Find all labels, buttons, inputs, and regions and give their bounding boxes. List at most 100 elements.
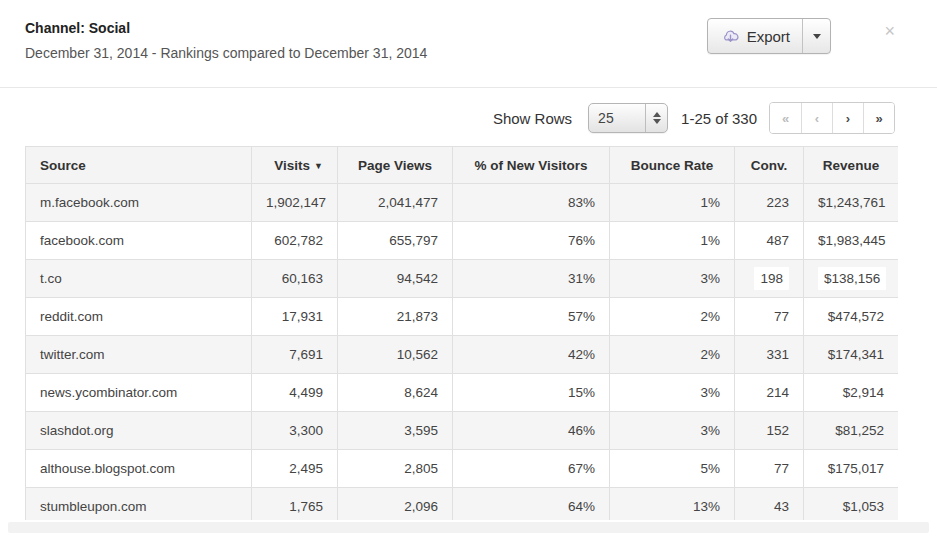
table-row: stumbleupon.com1,7652,09664%13%43$1,053	[26, 488, 899, 521]
value-cell: 1,765	[252, 488, 338, 521]
value-cell: 42%	[453, 336, 610, 374]
table-row: news.ycombinator.com4,4998,62415%3%214$2…	[26, 374, 899, 412]
show-rows-label: Show Rows	[493, 110, 572, 127]
value-cell: 3%	[610, 260, 735, 298]
rankings-table-container: SourceVisits▼Page Views% of New Visitors…	[25, 146, 898, 520]
source-cell: althouse.blogspot.com	[26, 450, 252, 488]
pagination-range-text: 1-25 of 330	[681, 110, 757, 127]
export-button-group: Export	[707, 18, 831, 54]
rankings-table: SourceVisits▼Page Views% of New Visitors…	[25, 146, 898, 520]
value-cell: 57%	[453, 298, 610, 336]
value-cell: 46%	[453, 412, 610, 450]
value-cell: 487	[735, 222, 804, 260]
table-row: twitter.com7,69110,56242%2%331$174,341	[26, 336, 899, 374]
value-cell: 15%	[453, 374, 610, 412]
value-cell: 2%	[610, 298, 735, 336]
cloud-download-icon	[720, 28, 741, 45]
table-row: althouse.blogspot.com2,4952,80567%5%77$1…	[26, 450, 899, 488]
value-cell: 83%	[453, 184, 610, 222]
value-cell: 3,595	[338, 412, 453, 450]
column-header-revenue[interactable]: Revenue	[804, 147, 899, 184]
column-header-visits[interactable]: Visits▼	[252, 147, 338, 184]
export-dropdown-button[interactable]	[802, 19, 830, 53]
value-cell: 43	[735, 488, 804, 521]
source-cell: m.facebook.com	[26, 184, 252, 222]
table-row: t.co60,16394,54231%3%198$138,156	[26, 260, 899, 298]
source-cell: slashdot.org	[26, 412, 252, 450]
export-button-label: Export	[747, 28, 790, 45]
value-cell: 2,495	[252, 450, 338, 488]
export-button[interactable]: Export	[708, 19, 802, 53]
value-cell: 2,041,477	[338, 184, 453, 222]
value-cell: 4,499	[252, 374, 338, 412]
value-cell: 17,931	[252, 298, 338, 336]
value-cell: $2,914	[804, 374, 899, 412]
value-cell: 1%	[610, 222, 735, 260]
table-row: reddit.com17,93121,87357%2%77$474,572	[26, 298, 899, 336]
value-cell: 64%	[453, 488, 610, 521]
close-icon[interactable]: ×	[884, 22, 895, 40]
value-cell: 214	[735, 374, 804, 412]
column-header-bounce-rate[interactable]: Bounce Rate	[610, 147, 735, 184]
table-row: m.facebook.com1,902,1472,041,47783%1%223…	[26, 184, 899, 222]
value-cell: 1,902,147	[252, 184, 338, 222]
last-page-button[interactable]: »	[863, 103, 894, 133]
horizontal-scrollbar[interactable]	[8, 522, 929, 533]
value-cell: 76%	[453, 222, 610, 260]
value-cell: 655,797	[338, 222, 453, 260]
value-cell: 60,163	[252, 260, 338, 298]
value-cell: 8,624	[338, 374, 453, 412]
source-cell: t.co	[26, 260, 252, 298]
value-cell: 2,805	[338, 450, 453, 488]
source-cell: reddit.com	[26, 298, 252, 336]
value-cell: $474,572	[804, 298, 899, 336]
value-cell: $81,252	[804, 412, 899, 450]
value-cell: 31%	[453, 260, 610, 298]
value-cell: $1,983,445	[804, 222, 899, 260]
value-cell: $1,243,761	[804, 184, 899, 222]
table-header-row: SourceVisits▼Page Views% of New Visitors…	[26, 147, 899, 184]
table-toolbar: Show Rows 25 1-25 of 330 «‹›»	[493, 103, 895, 133]
table-row: facebook.com602,782655,79776%1%487$1,983…	[26, 222, 899, 260]
value-cell: 2%	[610, 336, 735, 374]
source-cell: news.ycombinator.com	[26, 374, 252, 412]
first-page-button: «	[770, 103, 801, 133]
value-cell: 602,782	[252, 222, 338, 260]
value-cell: 21,873	[338, 298, 453, 336]
column-header-source[interactable]: Source	[26, 147, 252, 184]
pagination-button-group: «‹›»	[769, 102, 895, 134]
rows-per-page-value: 25	[589, 104, 645, 132]
column-header-conv[interactable]: Conv.	[735, 147, 804, 184]
value-cell: 2,096	[338, 488, 453, 521]
source-cell: facebook.com	[26, 222, 252, 260]
chevron-down-icon	[813, 34, 821, 39]
column-header-of-new-visitors[interactable]: % of New Visitors	[453, 147, 610, 184]
rows-per-page-select[interactable]: 25	[588, 103, 668, 133]
table-row: slashdot.org3,3003,59546%3%152$81,252	[26, 412, 899, 450]
value-cell: 1%	[610, 184, 735, 222]
header-divider	[0, 87, 937, 88]
next-page-button[interactable]: ›	[832, 103, 863, 133]
value-cell: 77	[735, 450, 804, 488]
value-cell: 5%	[610, 450, 735, 488]
source-cell: twitter.com	[26, 336, 252, 374]
value-cell: $175,017	[804, 450, 899, 488]
stepper-arrows-icon	[645, 104, 667, 132]
value-cell: 13%	[610, 488, 735, 521]
column-header-page-views[interactable]: Page Views	[338, 147, 453, 184]
value-cell: $1,053	[804, 488, 899, 521]
table-body: m.facebook.com1,902,1472,041,47783%1%223…	[26, 184, 899, 521]
value-cell: 152	[735, 412, 804, 450]
prev-page-button: ‹	[801, 103, 832, 133]
report-modal: Channel: Social December 31, 2014 - Rank…	[0, 0, 937, 550]
source-cell: stumbleupon.com	[26, 488, 252, 521]
value-cell: 223	[735, 184, 804, 222]
value-cell: 10,562	[338, 336, 453, 374]
value-cell: 3%	[610, 374, 735, 412]
value-cell: $138,156	[804, 260, 899, 298]
value-cell: 67%	[453, 450, 610, 488]
value-cell: 198	[735, 260, 804, 298]
value-cell: $174,341	[804, 336, 899, 374]
sort-desc-icon: ▼	[314, 161, 323, 171]
value-cell: 3%	[610, 412, 735, 450]
